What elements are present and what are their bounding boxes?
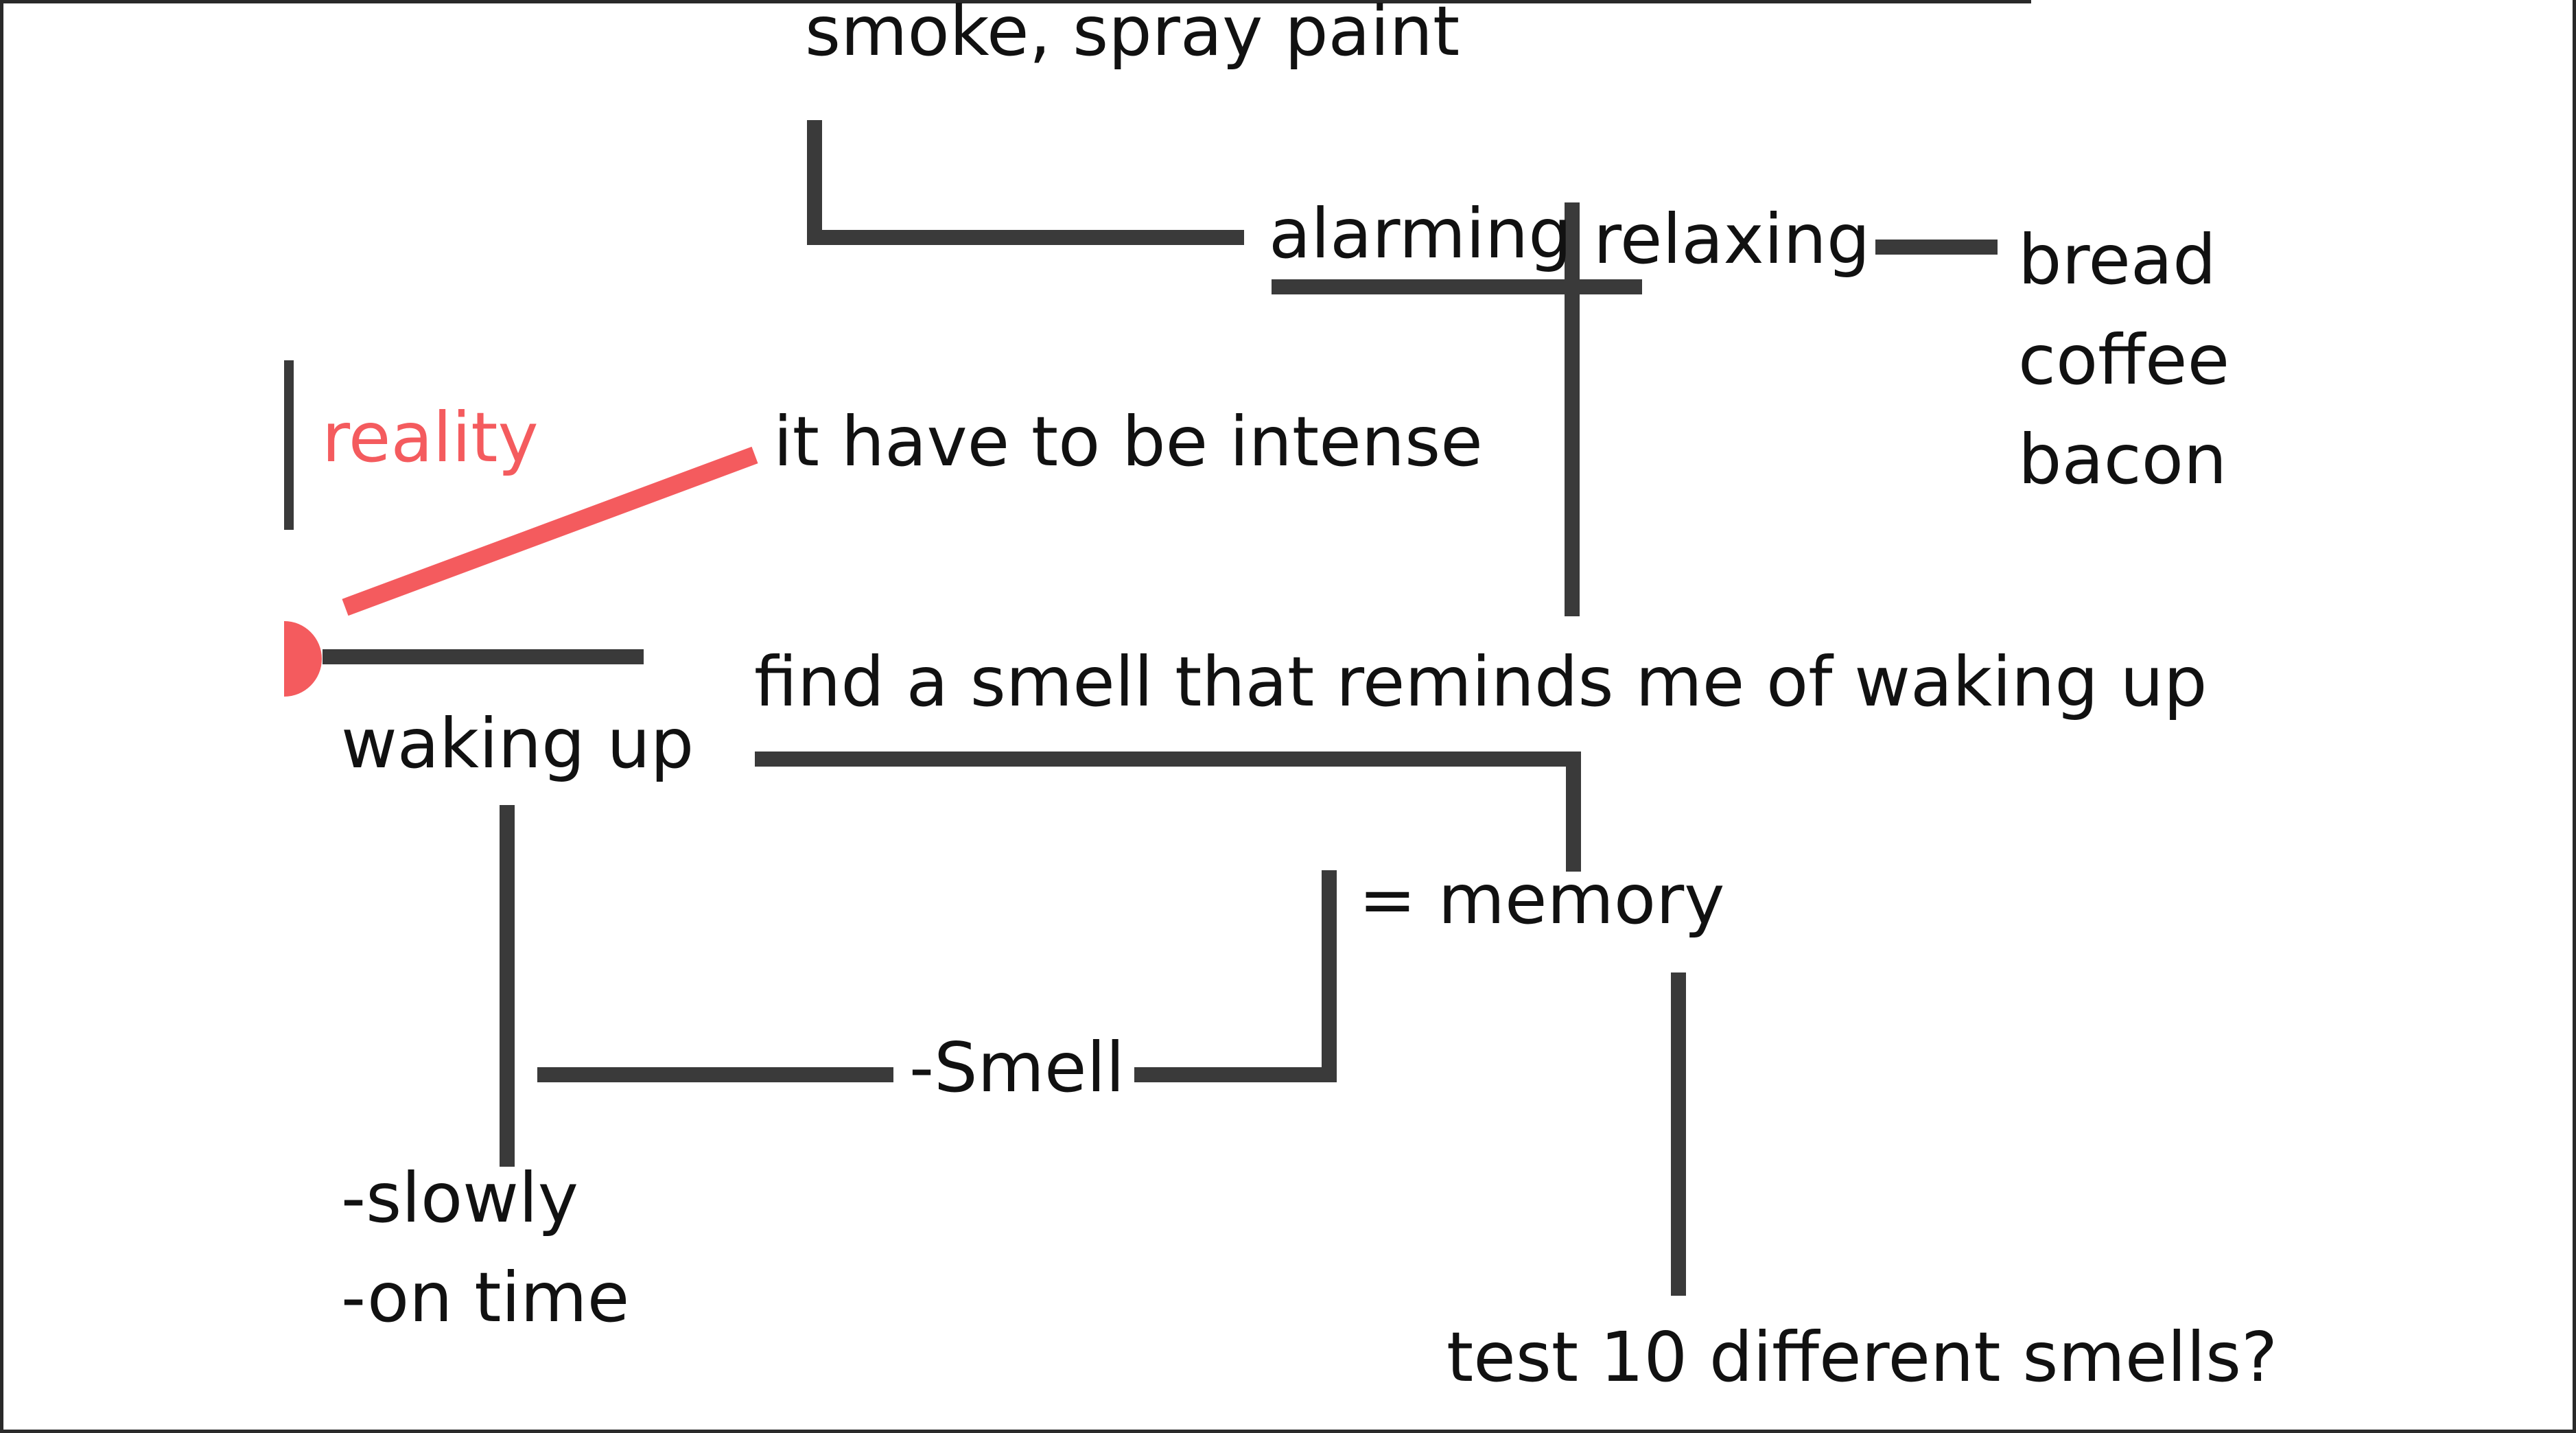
label-reality: reality: [322, 397, 539, 478]
label-top-smells: smoke, spray paint: [805, 0, 1460, 71]
label-waking-up: waking up: [341, 703, 694, 784]
label-relaxing: relaxing: [1593, 199, 1870, 279]
label-slowly: -slowly: [341, 1158, 578, 1238]
label-alarming: alarming: [1269, 194, 1572, 274]
label-bacon: bacon: [2018, 419, 2227, 500]
label-goal: find a smell that reminds me of waking u…: [754, 642, 2207, 722]
connector-waking-goal-memory: [755, 752, 1581, 872]
label-test: test 10 different smells?: [1447, 1317, 2278, 1397]
label-smell: -Smell: [909, 1027, 1125, 1108]
label-memory: = memory: [1359, 859, 1724, 940]
connectors: [284, 120, 1998, 1296]
label-coffee: coffee: [2018, 320, 2229, 400]
connector-intense-node: [342, 446, 758, 616]
label-intense: it have to be intense: [773, 401, 1483, 482]
label-bread: bread: [2018, 220, 2216, 300]
start-node: [284, 621, 322, 697]
label-on-time: -on time: [341, 1257, 629, 1338]
connector-smell-memory: [1134, 870, 1337, 1082]
connector-smoke-alarming: [807, 120, 1244, 245]
